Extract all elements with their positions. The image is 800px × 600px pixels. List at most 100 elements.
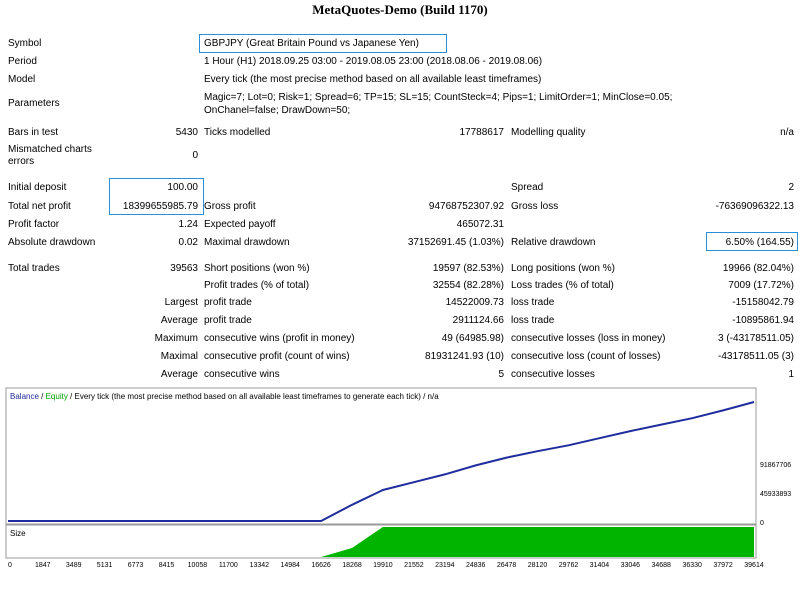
x-tick-label: 33046 [621,562,641,569]
x-tick-label: 5131 [97,562,113,569]
average-consec-losses-value: 1 [788,369,794,380]
mismatch-label-line1: Mismatched charts [8,144,92,155]
loss-trades-value: 7009 (17.72%) [728,280,794,291]
net-profit-value: 18399655985.79 [122,201,198,212]
x-tick-label: 14984 [280,562,300,569]
x-tick-label: 23194 [435,562,455,569]
x-tick-label: 13342 [250,562,270,569]
x-tick-label: 37972 [713,562,733,569]
max-consec-losses-value: 3 (-43178511.05) [718,333,794,344]
model-value: Every tick (the most precise method base… [204,74,542,85]
legend-slash: / [39,392,46,401]
x-tick-labels: 0 1847 3489 5131 6773 8415 10058 11700 13342 1498… [8,562,764,569]
max-drawdown-value: 37152691.45 (1.03%) [407,237,504,248]
rel-drawdown-value: 6.50% (164.55) [725,237,794,248]
maximal-consec-loss-label: consecutive loss (count of losses) [511,351,661,362]
largest-profit-value: 14522009.73 [445,297,504,308]
x-tick-label: 36330 [682,562,702,569]
profit-trades-label: Profit trades (% of total) [204,280,310,291]
abs-drawdown-label: Absolute drawdown [8,237,96,248]
max-drawdown-label: Maximal drawdown [204,237,290,248]
bars-value: 5430 [175,127,198,138]
size-area [8,527,754,557]
expected-payoff-label: Expected payoff [204,219,276,230]
long-positions-value: 19966 (82.04%) [722,263,794,274]
x-tick-label: 24836 [466,562,486,569]
gross-profit-value: 94768752307.92 [428,201,504,212]
main-plot-frame [5,387,757,525]
x-tick-label: 0 [8,562,12,569]
x-tick-label: 6773 [128,562,144,569]
average-label: Average [160,315,198,326]
period-label: Period [8,56,37,67]
quality-label: Modelling quality [511,127,586,138]
x-tick-label: 10058 [188,562,208,569]
parameters-value-line1: Magic=7; Lot=0; Risk=1; Spread=6; TP=15;… [204,92,673,103]
x-tick-label: 34688 [651,562,671,569]
gross-profit-label: Gross profit [204,201,256,212]
x-tick-label: 16626 [311,562,331,569]
maximal-consec-loss-value: -43178511.05 (3) [718,351,794,362]
x-tick-label: 3489 [66,562,82,569]
long-positions-label: Long positions (won %) [511,263,615,274]
x-tick-label: 18268 [342,562,362,569]
loss-trades-label: Loss trades (% of total) [511,280,614,291]
x-tick-label: 29762 [559,562,579,569]
period-value: 1 Hour (H1) 2018.09.25 03:00 - 2019.08.0… [204,56,543,67]
y-tick-label: 45933893 [760,491,791,498]
deposit-profit-highlight-box [109,178,204,215]
y-tick-label: 91867706 [760,462,791,469]
short-positions-value: 19597 (82.53%) [432,263,504,274]
abs-drawdown-value: 0.02 [178,237,198,248]
balance-line [8,401,755,522]
x-tick-label: 21552 [404,562,424,569]
x-tick-label: 26478 [497,562,517,569]
net-profit-label: Total net profit [8,201,71,212]
short-positions-label: Short positions (won %) [204,263,310,274]
spread-value: 2 [788,182,794,193]
size-panel-label: Size [10,529,26,538]
ticks-label: Ticks modelled [204,127,271,138]
average-consec-wins-label: consecutive wins [204,369,280,380]
size-series-layer [8,527,754,557]
x-tick-label: 11700 [219,562,238,569]
symbol-value: GBPJPY (Great Britain Pound vs Japanese … [204,38,419,49]
parameters-label: Parameters [8,98,60,109]
chart-legend: Balance / Equity / Every tick (the most … [10,392,439,401]
rel-drawdown-label: Relative drawdown [511,237,596,248]
maximal-label: Maximal [160,351,198,362]
maximum-label: Maximum [154,333,198,344]
symbol-label: Symbol [8,38,42,49]
expected-payoff-value: 465072.31 [456,219,504,230]
x-tick-label: 39614 [744,562,764,569]
average-consec-wins-value: 5 [498,369,504,380]
maximal-consec-profit-value: 81931241.93 (10) [425,351,504,362]
parameters-value-line2: OnChanel=false; DrawDown=50; [204,105,351,116]
profit-factor-label: Profit factor [8,219,60,230]
spread-label: Spread [511,182,544,193]
model-label: Model [8,74,36,85]
average-loss-label: loss trade [511,315,555,326]
max-consec-wins-label: consecutive wins (profit in money) [204,333,355,344]
initial-deposit-label: Initial deposit [8,182,67,193]
legend-equity: Equity [46,392,68,401]
gross-loss-label: Gross loss [511,201,559,212]
report-title: MetaQuotes-Demo (Build 1170) [312,2,488,17]
profit-trades-value: 32554 (82.28%) [432,280,504,291]
legend-balance: Balance [10,392,39,401]
average-consec-label: Average [160,369,198,380]
largest-profit-label: profit trade [204,297,252,308]
largest-label: Largest [164,297,198,308]
initial-deposit-value: 100.00 [167,182,198,193]
x-tick-label: 1847 [35,562,51,569]
average-loss-value: -10895861.94 [732,315,794,326]
legend-description: / Every tick (the most precise method ba… [68,392,439,401]
mismatch-label-line2: errors [8,156,35,167]
y-tick-label: 0 [760,520,764,527]
y-tick-labels: 91867706 45933893 0 [760,462,791,527]
largest-loss-label: loss trade [511,297,555,308]
quality-value: n/a [780,127,794,138]
max-consec-losses-label: consecutive losses (loss in money) [511,333,666,344]
largest-loss-value: -15158042.79 [732,297,794,308]
gross-loss-value: -76369096322.13 [715,201,794,212]
